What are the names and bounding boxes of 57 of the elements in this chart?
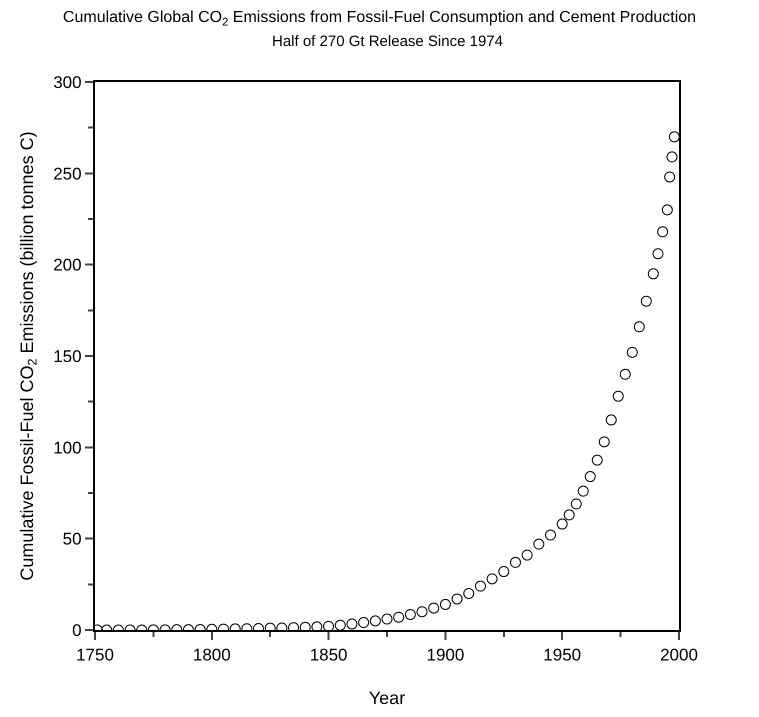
- point: [370, 615, 381, 626]
- point: [578, 486, 589, 497]
- point: [626, 346, 638, 358]
- point: [664, 171, 676, 182]
- point: [533, 538, 544, 550]
- point: [592, 454, 603, 466]
- point: [556, 518, 568, 530]
- point: [598, 436, 610, 448]
- point: [382, 614, 392, 625]
- x-tick-label: 1750: [76, 645, 114, 664]
- point: [463, 588, 474, 599]
- point: [545, 530, 556, 541]
- point: [564, 509, 575, 520]
- point: [606, 414, 617, 426]
- point: [486, 573, 498, 584]
- point: [662, 204, 673, 216]
- x-tick-label: 1950: [543, 645, 582, 664]
- point: [358, 617, 370, 628]
- x-tick-label: 1850: [310, 645, 348, 664]
- point: [620, 368, 631, 380]
- point: [323, 620, 334, 630]
- point: [334, 620, 346, 630]
- point: [570, 498, 582, 510]
- x-tick-label: 1900: [426, 645, 464, 664]
- x-axis-title: Year: [368, 688, 406, 708]
- point: [311, 621, 322, 630]
- point: [648, 268, 659, 280]
- point: [404, 608, 416, 620]
- point: [668, 131, 679, 142]
- point: [498, 566, 510, 578]
- point: [416, 606, 428, 618]
- x-tick-label: 1800: [192, 645, 231, 664]
- point: [657, 226, 668, 238]
- point: [522, 550, 533, 561]
- point: [393, 612, 404, 623]
- point: [640, 296, 652, 307]
- y-tick-label: 100: [53, 438, 82, 458]
- y-tick-label: 50: [62, 530, 82, 549]
- chart-subtitle: Half of 270 Gt Release Since 1974: [272, 33, 503, 50]
- y-tick-label: 250: [53, 164, 82, 184]
- y-tick-label: 200: [53, 256, 82, 275]
- point: [452, 593, 463, 604]
- y-tick-label: 0: [72, 620, 82, 640]
- point: [474, 580, 486, 592]
- y-tick-label: 300: [53, 72, 82, 92]
- point: [584, 471, 596, 482]
- point: [428, 602, 440, 614]
- point: [666, 151, 678, 162]
- point: [612, 390, 624, 402]
- point: [634, 321, 645, 332]
- point: [510, 556, 521, 568]
- point: [652, 248, 664, 260]
- x-tick-label: 2000: [660, 645, 698, 664]
- point: [346, 618, 358, 630]
- point: [440, 598, 451, 610]
- y-tick-label: 150: [53, 346, 82, 366]
- chart-title: Cumulative Global CO$_{2}$ Emissions from Fossil-Fuel Consumption and Cement Production: [62, 8, 696, 28]
